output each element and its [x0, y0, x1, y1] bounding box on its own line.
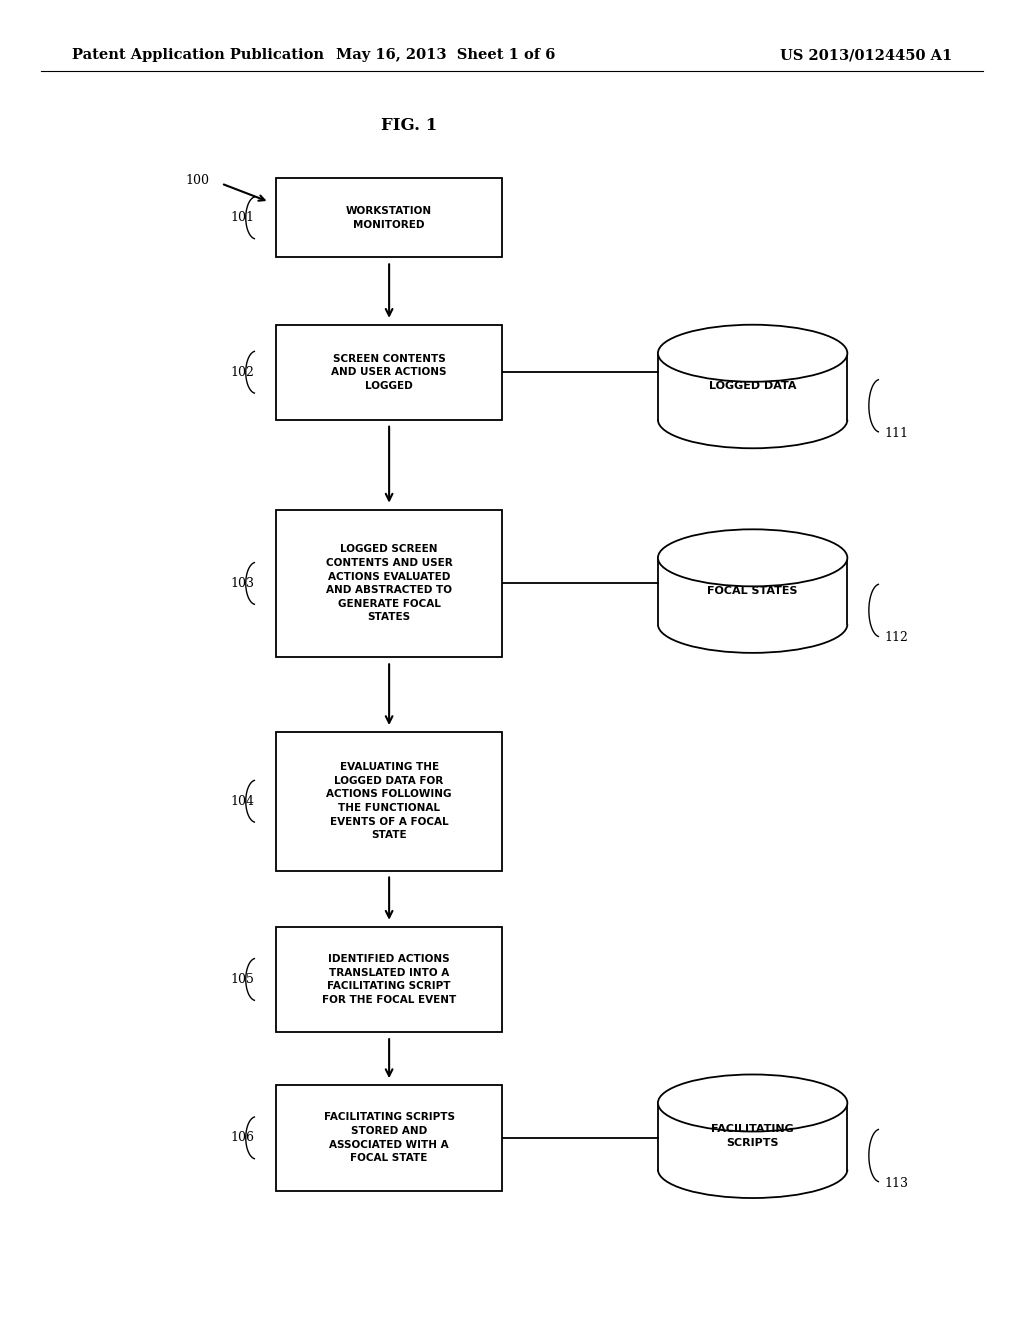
Text: 103: 103 — [230, 577, 254, 590]
Text: 104: 104 — [230, 795, 254, 808]
Bar — [657, 1104, 847, 1170]
Text: EVALUATING THE
LOGGED DATA FOR
ACTIONS FOLLOWING
THE FUNCTIONAL
EVENTS OF A FOCA: EVALUATING THE LOGGED DATA FOR ACTIONS F… — [327, 762, 452, 841]
Text: FIG. 1: FIG. 1 — [382, 117, 437, 133]
Text: May 16, 2013  Sheet 1 of 6: May 16, 2013 Sheet 1 of 6 — [336, 49, 555, 62]
Text: 111: 111 — [885, 426, 908, 440]
Bar — [657, 354, 847, 420]
Text: 112: 112 — [885, 631, 908, 644]
Text: 113: 113 — [885, 1176, 908, 1189]
Text: 100: 100 — [185, 174, 210, 187]
Text: FOCAL STATES: FOCAL STATES — [708, 586, 798, 597]
Text: Patent Application Publication: Patent Application Publication — [72, 49, 324, 62]
Text: IDENTIFIED ACTIONS
TRANSLATED INTO A
FACILITATING SCRIPT
FOR THE FOCAL EVENT: IDENTIFIED ACTIONS TRANSLATED INTO A FAC… — [322, 954, 457, 1005]
Text: US 2013/0124450 A1: US 2013/0124450 A1 — [780, 49, 952, 62]
Text: SCREEN CONTENTS
AND USER ACTIONS
LOGGED: SCREEN CONTENTS AND USER ACTIONS LOGGED — [332, 354, 446, 391]
Bar — [657, 558, 847, 624]
FancyBboxPatch shape — [276, 178, 502, 257]
Text: 102: 102 — [230, 366, 254, 379]
Text: FACILITATING
SCRIPTS: FACILITATING SCRIPTS — [712, 1125, 794, 1148]
FancyBboxPatch shape — [276, 325, 502, 420]
Ellipse shape — [657, 529, 848, 586]
Ellipse shape — [657, 1074, 848, 1131]
Text: WORKSTATION
MONITORED: WORKSTATION MONITORED — [346, 206, 432, 230]
Text: LOGGED DATA: LOGGED DATA — [709, 381, 797, 392]
FancyBboxPatch shape — [276, 927, 502, 1032]
FancyBboxPatch shape — [276, 1085, 502, 1191]
Text: 106: 106 — [230, 1131, 254, 1144]
Text: 105: 105 — [230, 973, 254, 986]
Ellipse shape — [657, 325, 848, 381]
Text: LOGGED SCREEN
CONTENTS AND USER
ACTIONS EVALUATED
AND ABSTRACTED TO
GENERATE FOC: LOGGED SCREEN CONTENTS AND USER ACTIONS … — [326, 544, 453, 623]
FancyBboxPatch shape — [276, 731, 502, 871]
Text: FACILITATING SCRIPTS
STORED AND
ASSOCIATED WITH A
FOCAL STATE: FACILITATING SCRIPTS STORED AND ASSOCIAT… — [324, 1113, 455, 1163]
Text: 101: 101 — [230, 211, 254, 224]
FancyBboxPatch shape — [276, 510, 502, 657]
